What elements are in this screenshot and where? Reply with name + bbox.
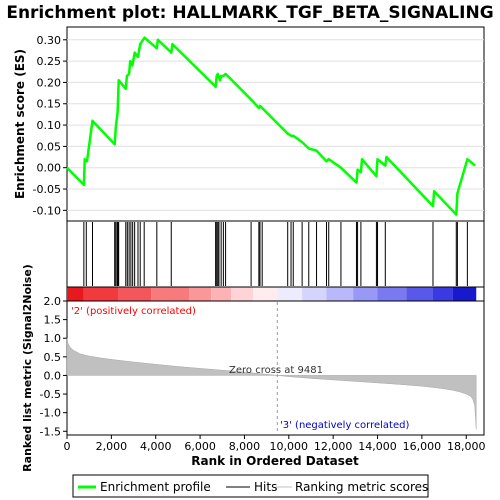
hits-lines — [83, 222, 468, 286]
es-y-tick-label: 0.25 — [37, 55, 62, 68]
es-y-tick-label: -0.05 — [33, 183, 61, 196]
colorbar-segment — [432, 287, 453, 301]
legend-label-enrichment: Enrichment profile — [100, 480, 211, 494]
colorbar-segment — [326, 287, 354, 301]
metric-y-tick-label: -0.5 — [40, 388, 61, 401]
metric-area-group — [66, 338, 477, 430]
x-ticks: 0 2,000 4,000 6,000 8,000 10,000 12,000 14,000 1… — [64, 435, 486, 453]
x-tick-label: 8,000 — [229, 440, 261, 453]
colorbar-segment — [302, 287, 327, 301]
es-y-tick-label: 0.15 — [37, 98, 62, 111]
colorbar-segment — [253, 287, 278, 301]
legend-label-hits: Hits — [254, 480, 277, 494]
metric-y-tick-label: 1.5 — [44, 314, 62, 327]
legend: Enrichment profile Hits Ranking metric s… — [72, 474, 429, 498]
x-tick-label: 18,000 — [447, 440, 486, 453]
colorbar-segment — [188, 287, 212, 301]
es-y-tick-label: 0.20 — [37, 76, 62, 89]
zero-cross-label: Zero cross at 9481 — [229, 365, 323, 376]
legend-label-ranking: Ranking metric scores — [295, 480, 428, 494]
metric-y-tick-label: 0.0 — [44, 369, 62, 382]
colorbar-segment — [231, 287, 254, 301]
metric-y-tick-label: 1.0 — [44, 332, 62, 345]
x-tick-label: 10,000 — [270, 440, 309, 453]
colorbar-panel — [66, 286, 485, 302]
es-y-tick-label: 0.00 — [37, 162, 62, 175]
colorbar-segment — [452, 287, 477, 301]
enrichment-profile-line — [66, 36, 476, 216]
x-tick-label: 12,000 — [314, 440, 353, 453]
hits-panel — [66, 220, 485, 288]
colorbar-segment — [406, 287, 433, 301]
es-y-tick-label: -0.10 — [33, 204, 61, 217]
es-y-axis-label: Enrichment score (ES) — [13, 49, 27, 199]
metric-y-tick-label: 0.5 — [44, 351, 62, 364]
metric-y-tick-label: 2.0 — [44, 295, 62, 308]
colorbar-segment — [67, 287, 84, 301]
x-tick-label: 4,000 — [140, 440, 172, 453]
x-axis-label: Rank in Ordered Dataset — [191, 454, 359, 468]
metric-y-tick-label: -1.5 — [40, 425, 61, 438]
es-panel-frame — [66, 26, 485, 222]
es-y-tick-label: 0.05 — [37, 140, 62, 153]
metric-panel: -1.5 -1.0 -0.5 0.0 0.5 1.0 1.5 2.0 Zero cross a… — [21, 264, 485, 472]
colorbar-segment — [118, 287, 152, 301]
x-tick-label: 14,000 — [358, 440, 397, 453]
chart-title: Enrichment plot: HALLMARK_TGF_BETA_SIGNA… — [6, 3, 493, 23]
hits-panel-frame — [66, 220, 485, 288]
colorbar-segment — [377, 287, 407, 301]
colorbar-segment — [277, 287, 303, 301]
colorbar — [67, 287, 477, 301]
es-y-tick-label: 0.30 — [37, 34, 62, 47]
es-line-group — [66, 36, 476, 216]
es-y-tick-label: 0.10 — [37, 119, 62, 132]
colorbar-segment — [353, 287, 378, 301]
es-panel: -0.10 -0.05 0.00 0.05 0.10 0.15 0.20 0.25 0.30 E… — [13, 26, 485, 222]
positive-correlation-label: '2' (positively correlated) — [71, 306, 196, 317]
colorbar-segment — [83, 287, 119, 301]
es-gridlines — [67, 39, 484, 211]
legend-box — [72, 474, 429, 498]
x-tick-label: 0 — [64, 440, 71, 453]
colorbar-segment — [151, 287, 189, 301]
ranking-metric-area — [66, 338, 477, 430]
colorbar-segment — [211, 287, 232, 301]
x-tick-label: 16,000 — [403, 440, 442, 453]
x-tick-label: 2,000 — [96, 440, 128, 453]
x-tick-label: 6,000 — [184, 440, 216, 453]
negative-correlation-label: '3' (negatively correlated) — [280, 420, 409, 431]
metric-y-tick-label: -1.0 — [40, 407, 61, 420]
metric-y-ticks: -1.5 -1.0 -0.5 0.0 0.5 1.0 1.5 2.0 — [40, 295, 67, 438]
es-y-ticks: -0.10 -0.05 0.00 0.05 0.10 0.15 0.20 0.25 0.30 — [33, 34, 67, 217]
metric-y-axis-label: Ranked list metric (Signal2Noise) — [21, 264, 34, 472]
